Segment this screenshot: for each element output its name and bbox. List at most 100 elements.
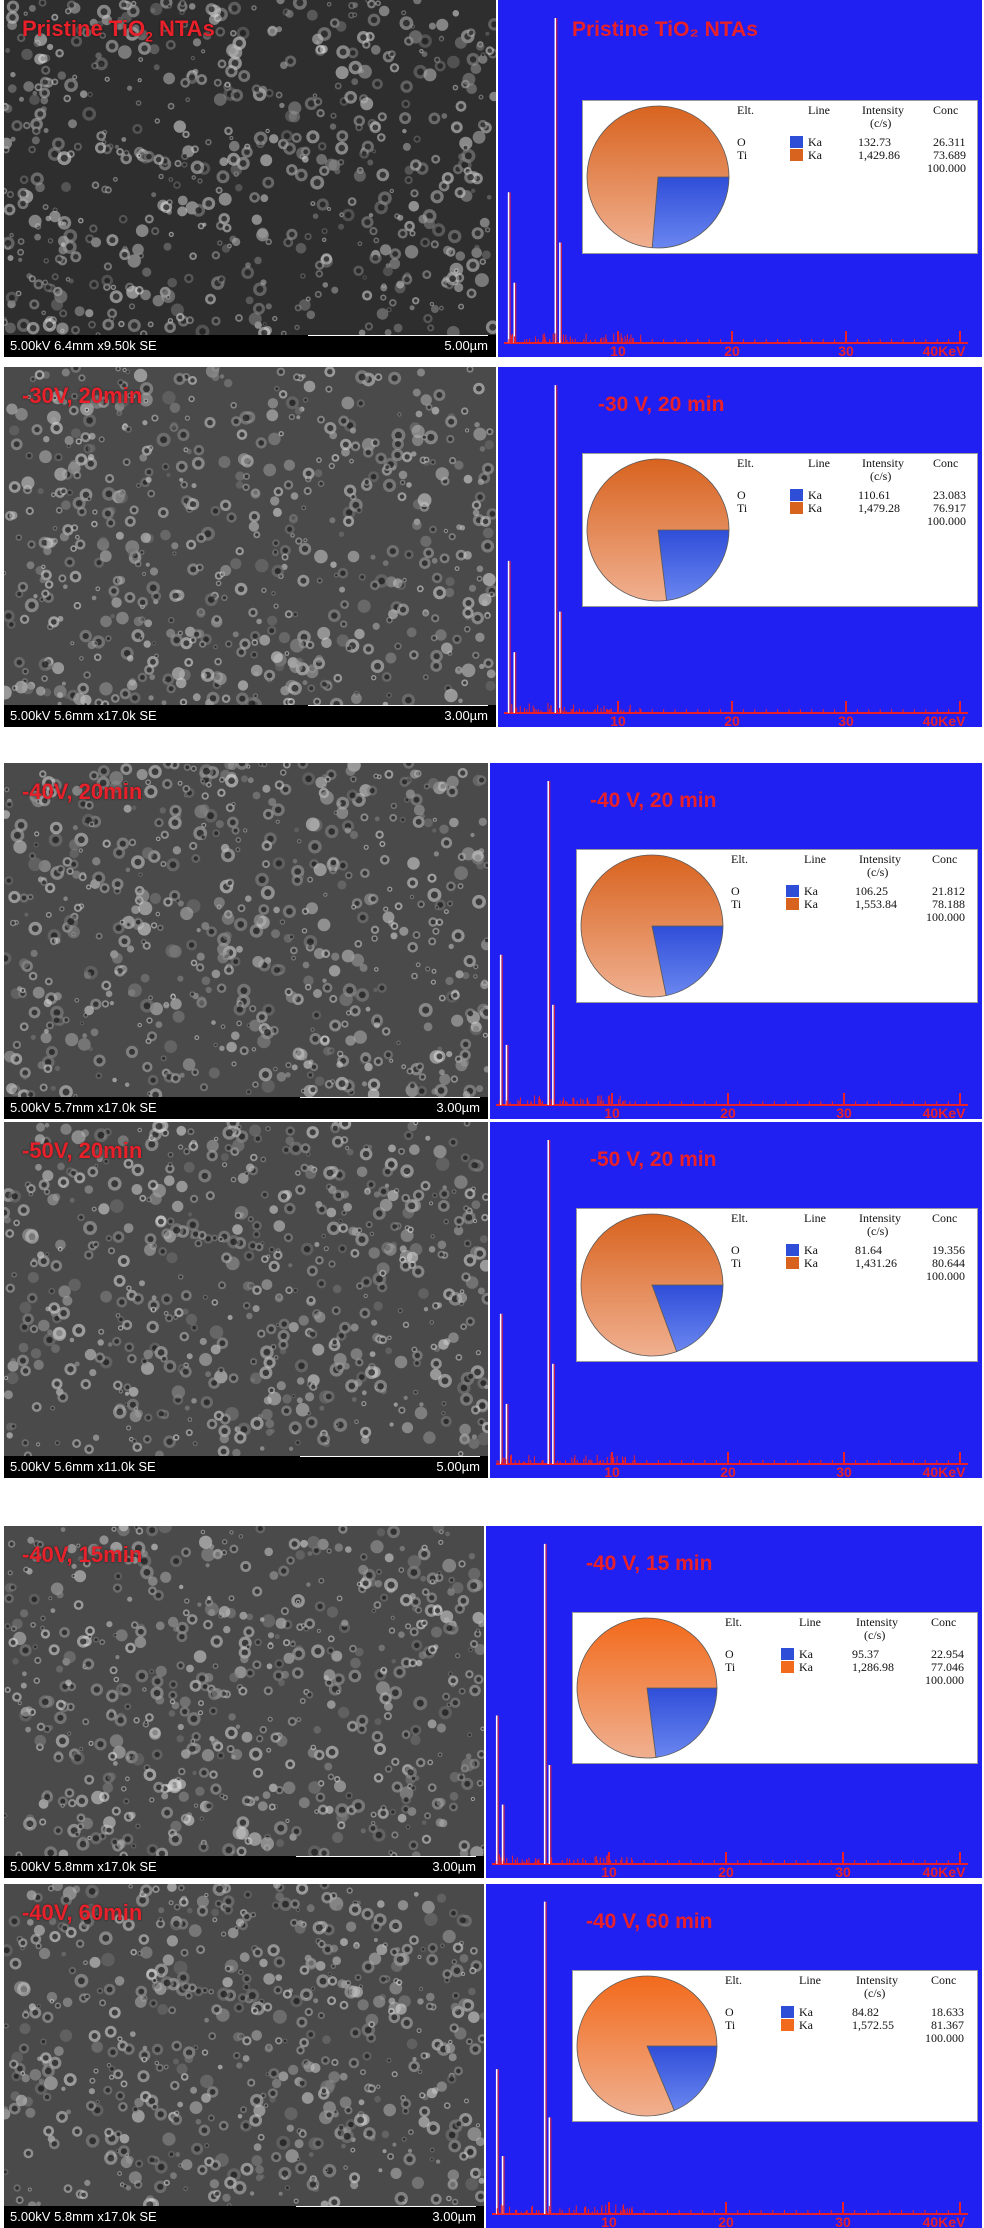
sem-pore xyxy=(238,763,246,767)
sem-grain xyxy=(69,1337,75,1343)
sem-pore xyxy=(230,1238,237,1246)
sem-pore xyxy=(138,1024,141,1027)
sem-grain xyxy=(167,277,177,288)
sem-pore xyxy=(368,1182,374,1187)
sem-grain xyxy=(126,945,135,953)
sem-pore xyxy=(354,900,360,906)
sem-pore xyxy=(192,1325,197,1330)
sem-pore xyxy=(139,58,142,61)
sem-pore xyxy=(75,999,79,1002)
sem-pore xyxy=(466,429,469,432)
sem-pore xyxy=(320,144,325,149)
sem-grain xyxy=(100,615,112,628)
sem-pore xyxy=(358,242,362,245)
sem-pore xyxy=(139,873,142,876)
pie-slice-ti xyxy=(580,1213,724,1357)
sem-grain xyxy=(116,611,129,625)
sem-pore xyxy=(60,1179,67,1185)
sem-pore xyxy=(159,175,163,178)
sem-pore xyxy=(250,610,256,615)
sem-pore xyxy=(134,1444,140,1450)
sem-grain xyxy=(276,26,283,33)
sem-pore xyxy=(352,1008,358,1014)
sem-pore xyxy=(437,1087,445,1094)
sem-pore xyxy=(337,1364,343,1370)
sem-pore xyxy=(277,93,281,97)
sem-pore xyxy=(241,73,248,79)
sem-pore xyxy=(467,174,474,181)
sem-grain xyxy=(47,1194,59,1206)
sem-grain xyxy=(345,1035,356,1046)
sem-grain xyxy=(232,1224,243,1235)
sem-pore xyxy=(11,894,18,900)
sem-grain xyxy=(259,85,267,94)
sem-pore xyxy=(18,250,23,255)
sem-grain xyxy=(231,1031,240,1040)
sem-pore xyxy=(158,1411,164,1417)
sem-grain xyxy=(201,672,207,679)
sem-pore xyxy=(143,572,146,575)
sem-pore xyxy=(327,1549,331,1553)
sem-pore xyxy=(219,61,225,67)
sem-grain xyxy=(112,1077,117,1083)
legend-swatch-ti xyxy=(786,1257,799,1269)
sem-pore xyxy=(390,1059,393,1062)
sem-pore xyxy=(372,582,378,588)
sem-pore xyxy=(323,238,326,241)
sem-grain xyxy=(179,1072,185,1078)
sem-pore xyxy=(80,801,86,807)
sem-grain xyxy=(373,1301,383,1311)
sem-pore xyxy=(345,518,352,525)
sem-pore xyxy=(362,870,368,876)
sem-pore xyxy=(130,840,135,845)
sem-pore xyxy=(465,627,469,631)
sem-pore xyxy=(22,1368,29,1374)
sem-pore xyxy=(280,1332,287,1340)
sem-grain xyxy=(192,693,201,702)
sem-pore xyxy=(45,285,51,290)
sem-grain xyxy=(69,1197,75,1203)
sem-pore xyxy=(437,63,444,69)
sem-grain xyxy=(250,664,263,677)
sem-pore xyxy=(392,65,397,71)
sem-pore xyxy=(372,124,379,131)
sem-grain xyxy=(342,1362,350,1370)
sem-pore xyxy=(51,619,57,625)
sem-grain xyxy=(109,780,122,793)
sem-grain xyxy=(177,975,184,982)
sem-grain xyxy=(476,42,485,51)
sem-pore xyxy=(215,1137,218,1140)
sem-pore xyxy=(319,201,326,208)
sem-grain xyxy=(361,1435,370,1444)
sem-grain xyxy=(107,1342,113,1347)
energy-tick-label: 40KeV xyxy=(923,1105,966,1119)
sem-pore xyxy=(186,660,191,665)
sem-pore xyxy=(46,1336,53,1343)
sem-pore xyxy=(31,377,35,381)
sem-pore xyxy=(352,64,359,71)
sem-pore xyxy=(4,240,12,247)
sem-pore xyxy=(167,324,174,331)
sem-grain xyxy=(134,1409,143,1418)
sem-grain xyxy=(422,609,429,615)
sem-pore xyxy=(119,840,126,847)
sem-pore xyxy=(294,877,301,883)
sem-pore xyxy=(261,1242,264,1245)
sem-grain xyxy=(143,1349,153,1360)
sem-pore xyxy=(343,1022,347,1026)
sem-pore xyxy=(163,1296,170,1303)
sem-grain xyxy=(442,1185,447,1190)
cell-intensity: 1,479.28 xyxy=(858,501,900,515)
sem-pore xyxy=(74,1441,79,1446)
sem-pore xyxy=(168,1163,172,1166)
sem-pore xyxy=(121,251,128,258)
sem-grain xyxy=(248,521,260,532)
sem-grain xyxy=(142,420,148,426)
sem-pore xyxy=(223,1163,226,1166)
sem-pore xyxy=(25,123,29,128)
sem-pore xyxy=(384,674,390,680)
sem-pore xyxy=(141,332,146,336)
sem-pore xyxy=(120,1258,127,1264)
sem-pore xyxy=(192,176,195,179)
